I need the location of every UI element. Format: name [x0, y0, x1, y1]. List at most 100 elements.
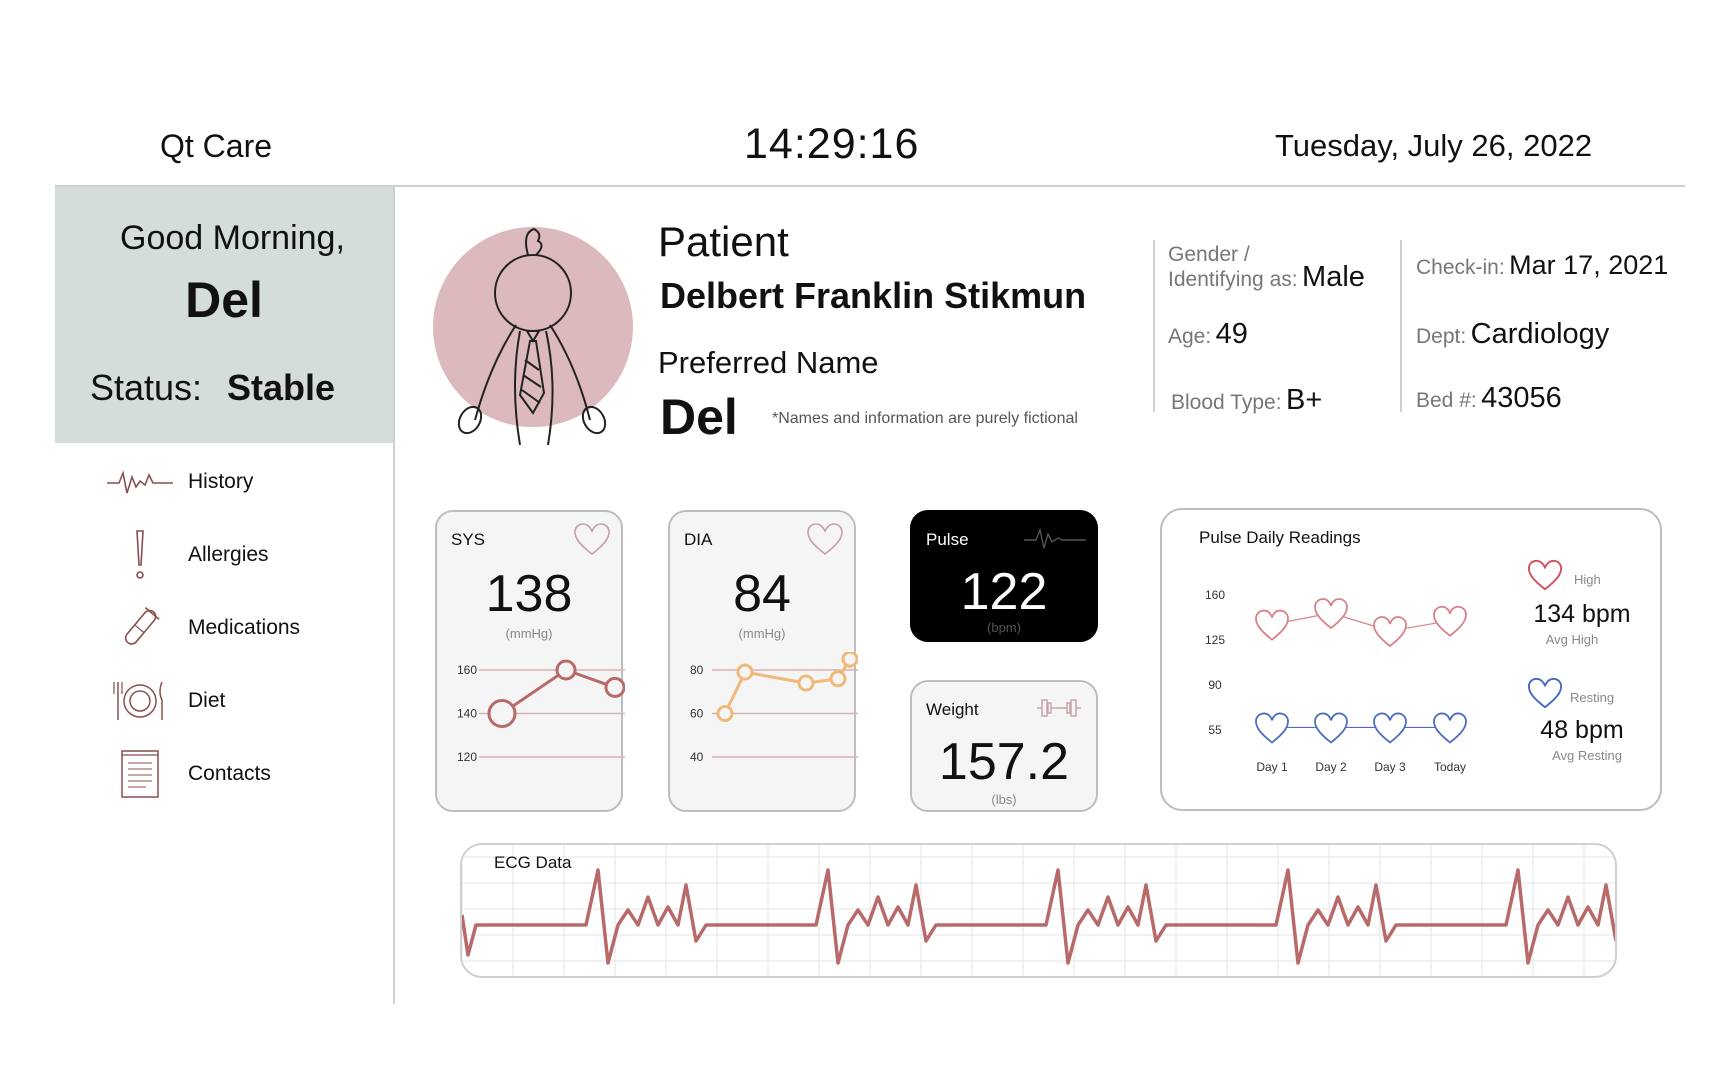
data-point	[829, 670, 847, 688]
sidebar-item-label: Diet	[188, 689, 226, 712]
patient-full-name: Delbert Franklin Stikmun	[660, 275, 1087, 316]
heart-icon	[1527, 677, 1563, 709]
dept-label: Dept:	[1416, 325, 1467, 348]
status-label: Status:	[90, 367, 203, 408]
blood-type-label: Blood Type:	[1171, 391, 1282, 414]
dept-field: Dept: Cardiology	[1416, 318, 1609, 351]
heart-icon	[574, 523, 610, 556]
pulse-unit: (bpm)	[987, 620, 1021, 635]
dia-title: DIA	[684, 530, 713, 549]
sidebar-item-allergies[interactable]: Allergies	[100, 525, 380, 585]
data-point	[841, 652, 858, 668]
checkin-value: Mar 17, 2021	[1509, 250, 1669, 280]
age-field: Age: 49	[1168, 318, 1248, 351]
y-tick-label: 55	[1208, 723, 1222, 737]
age-value: 49	[1215, 318, 1248, 350]
heartbeat-line-icon	[100, 452, 180, 512]
sidebar-item-label: Medications	[188, 616, 301, 639]
sidebar-item-history[interactable]: History	[100, 452, 380, 512]
resting-value: 48 bpm	[1540, 716, 1624, 744]
y-tick-label: 80	[690, 663, 704, 677]
patient-avatar	[430, 225, 645, 450]
sidebar-item-diet[interactable]: Diet	[100, 671, 380, 731]
data-point	[487, 699, 517, 728]
x-tick-label: Day 3	[1374, 760, 1406, 774]
heart-icon	[807, 523, 843, 556]
dumbbell-icon	[1037, 699, 1081, 717]
sys-card[interactable]: SYS 138 (mmHg) 160 140 120	[435, 510, 625, 812]
heart-data-point	[1255, 609, 1289, 641]
pulse-daily-chart: 160 125 90 55 Day 1 Day 2 Day 3 Today	[1205, 588, 1467, 774]
status-value: Stable	[227, 367, 336, 408]
heart-data-point	[1314, 598, 1348, 630]
gender-field: Gender / Identifying as: Male	[1168, 243, 1365, 293]
series-line	[1271, 612, 1451, 632]
notepad-icon	[100, 744, 180, 804]
heart-data-point	[1255, 712, 1289, 744]
bed-field: Bed #: 43056	[1416, 382, 1562, 415]
resting-caption: Avg Resting	[1552, 748, 1622, 763]
disclaimer: *Names and information are purely fictio…	[772, 410, 1078, 427]
blood-type-field: Blood Type: B+	[1171, 384, 1322, 417]
x-tick-label: Day 2	[1315, 760, 1347, 774]
weight-value: 157.2	[938, 733, 1070, 791]
ecg-chart	[462, 845, 1615, 976]
high-tag: High	[1574, 572, 1601, 587]
greeting-panel: Good Morning, Del Status: Stable	[55, 187, 393, 443]
dia-unit: (mmHg)	[738, 626, 786, 641]
ecg-trace	[462, 868, 1615, 965]
y-tick-label: 120	[457, 750, 477, 764]
pulse-card[interactable]: Pulse 122 (bpm)	[910, 510, 1098, 642]
x-tick-label: Day 1	[1256, 760, 1288, 774]
sidebar-item-contacts[interactable]: Contacts	[100, 744, 380, 804]
sidebar-item-medications[interactable]: Medications	[100, 598, 380, 658]
weight-unit: (lbs)	[991, 792, 1017, 807]
bed-value: 43056	[1481, 382, 1562, 414]
greeting-name: Del	[185, 272, 263, 328]
sidebar-item-label: Contacts	[188, 762, 271, 785]
exclamation-icon	[100, 525, 180, 585]
y-tick-label: 125	[1205, 633, 1225, 647]
age-label: Age:	[1168, 325, 1212, 348]
x-tick-label: Today	[1434, 760, 1466, 774]
y-tick-label: 40	[690, 750, 704, 764]
ecg-panel: ECG Data	[460, 843, 1617, 978]
heart-data-point	[1433, 605, 1467, 637]
weight-card[interactable]: Weight 157.2 (lbs)	[910, 680, 1098, 812]
header-divider	[55, 185, 1685, 187]
heart-data-point	[1314, 712, 1348, 744]
dept-value: Cardiology	[1470, 318, 1610, 350]
sidebar-divider	[393, 187, 395, 1004]
ecg-title: ECG Data	[494, 853, 572, 872]
checkin-label: Check-in:	[1416, 256, 1505, 279]
info-divider	[1400, 240, 1402, 412]
y-tick-label: 160	[1205, 588, 1225, 602]
heart-data-point	[1433, 712, 1467, 744]
sys-trend-chart: 160 140 120	[457, 659, 625, 764]
sys-value: 138	[485, 565, 573, 623]
dia-trend-chart: 80 60 40	[690, 652, 858, 764]
patient-heading: Patient	[658, 218, 789, 265]
y-tick-label: 60	[690, 707, 704, 721]
greeting-text: Good Morning,	[120, 219, 345, 257]
pulse-title: Pulse	[926, 530, 969, 549]
data-point	[604, 676, 625, 698]
bed-label: Bed #:	[1416, 389, 1477, 412]
data-point	[555, 659, 577, 681]
heart-data-point	[1373, 616, 1407, 648]
info-divider	[1153, 240, 1155, 412]
plate-cutlery-icon	[100, 671, 180, 731]
dia-card[interactable]: DIA 84 (mmHg) 80 60 40	[668, 510, 858, 812]
preferred-name-heading: Preferred Name	[658, 345, 879, 380]
y-tick-label: 160	[457, 663, 477, 677]
pulse-daily-panel: Pulse Daily Readings 160 125 90 55 Day 1 Day …	[1160, 508, 1662, 811]
y-tick-label: 90	[1208, 678, 1222, 692]
gender-value: Male	[1302, 261, 1365, 293]
gender-label: Gender /	[1168, 243, 1250, 266]
preferred-name: Del	[660, 389, 738, 445]
sidebar-item-label: Allergies	[188, 543, 269, 566]
clock: 14:29:16	[744, 120, 920, 168]
test-tube-icon	[100, 598, 180, 658]
sidebar-item-label: History	[188, 470, 254, 493]
gender-label-2: Identifying as:	[1168, 268, 1298, 291]
